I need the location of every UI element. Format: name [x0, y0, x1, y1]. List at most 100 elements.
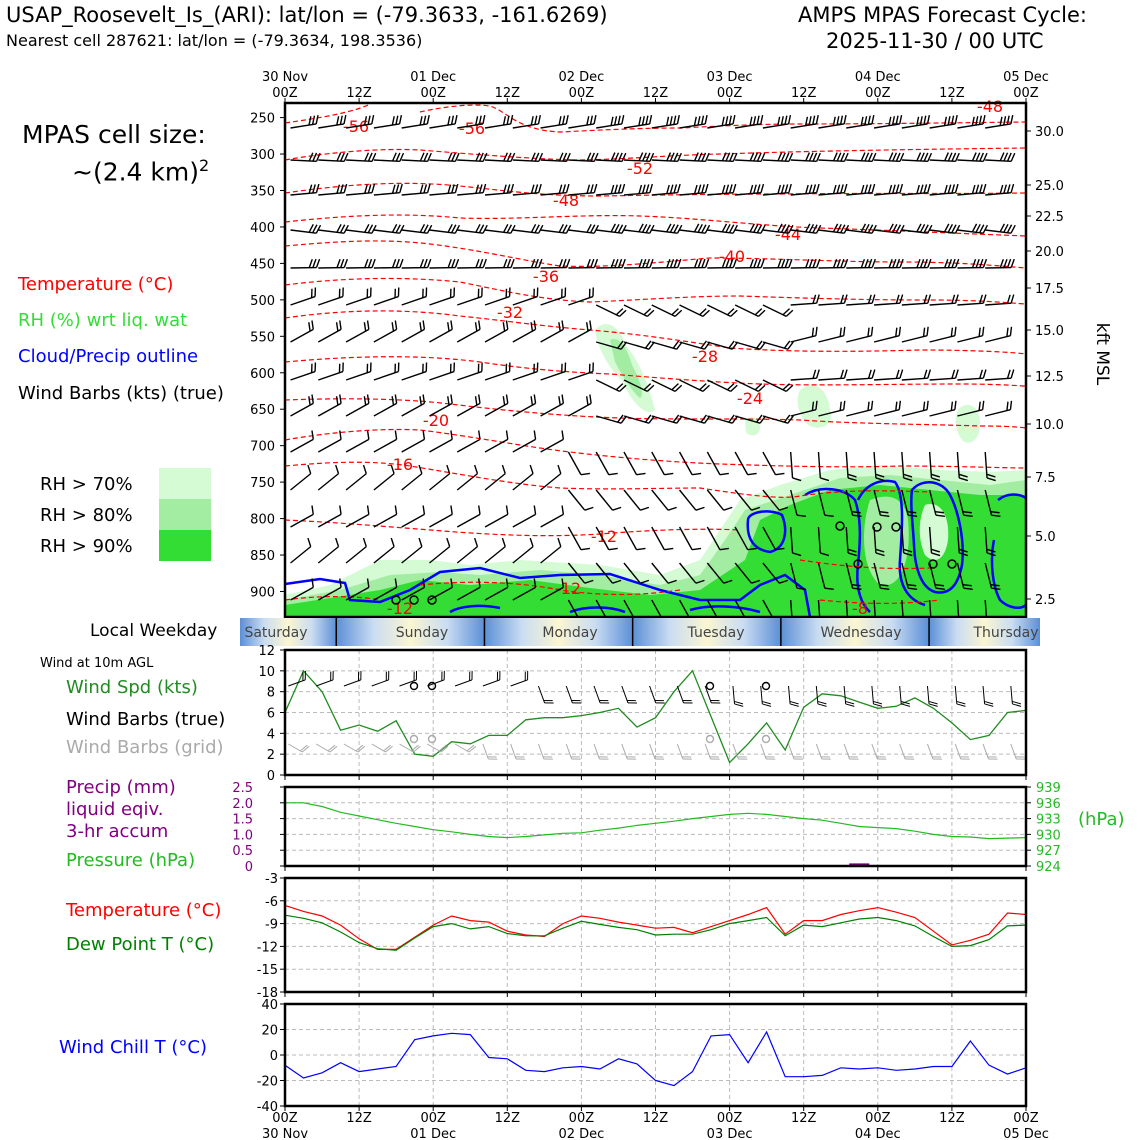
barb-flag [867, 152, 873, 162]
cloud-outline [746, 510, 787, 554]
barb-flag [898, 400, 902, 410]
barb-flag [308, 258, 313, 268]
pressure-tick-label: 900 [250, 585, 275, 600]
barb-flag [978, 224, 985, 234]
barb-staff [623, 489, 641, 511]
barb-flag [638, 259, 643, 268]
barb-flag [580, 547, 591, 551]
barb-staff [735, 192, 762, 196]
barb-staff [317, 586, 342, 601]
barb-staff [984, 451, 988, 478]
weekday-segment [336, 618, 485, 646]
barb-flag [608, 472, 618, 476]
barb-flag [640, 506, 650, 511]
wind-barb [484, 320, 509, 343]
wind-barb [540, 578, 565, 601]
wind-barb [651, 599, 662, 617]
barb-staff [540, 123, 567, 129]
wind-barb [678, 599, 690, 617]
barb-staff [290, 438, 314, 453]
barb-flag [423, 258, 428, 268]
barb-flag [366, 394, 370, 404]
barb-flag [824, 514, 834, 517]
wind-barb [540, 114, 569, 129]
wind-barb [457, 258, 487, 269]
barb-flag [693, 259, 699, 268]
barb-staff [401, 438, 425, 453]
weekday-name: Sunday [396, 625, 448, 641]
barb-flag [617, 152, 623, 162]
wind-barb [512, 223, 544, 234]
barb-flag [836, 184, 841, 194]
barb-flag [719, 472, 729, 476]
y-tick-label: -6 [265, 895, 278, 910]
barb-flag [533, 578, 537, 588]
wind-barb [401, 537, 423, 564]
barb-staff [679, 379, 704, 393]
wind-barb [568, 114, 597, 129]
barb-flag [840, 369, 845, 379]
barb-flag [533, 394, 537, 404]
barb-flag [892, 258, 897, 268]
barb-flag [780, 116, 784, 126]
date-tick-label: 04 Dec [855, 1127, 901, 1140]
barb-flag [721, 223, 728, 233]
wind-barb [623, 183, 653, 196]
barb-flag [501, 537, 506, 547]
wind-barb [984, 526, 996, 557]
barb-flag [315, 224, 322, 234]
barb-staff [818, 409, 844, 417]
barb-flag [366, 505, 370, 515]
wind-barb [512, 114, 542, 129]
wind-barb [874, 258, 904, 269]
barb-flag [701, 152, 707, 162]
barb-flag [840, 224, 846, 234]
barb-flag [971, 152, 977, 162]
barb-staff [401, 328, 425, 343]
barb-flag [923, 369, 928, 379]
barb-flag [426, 183, 431, 193]
wind-barb [568, 183, 598, 196]
barb-flag [922, 327, 926, 337]
barb-flag [482, 258, 487, 268]
barb-staff [873, 599, 876, 617]
barb-flag [805, 184, 809, 194]
wind-barb [345, 430, 370, 453]
barb-staff [343, 679, 362, 687]
barb-staff [957, 409, 983, 417]
wind-barb [901, 183, 931, 196]
barb-flag [697, 116, 701, 126]
calm-wind-layer [391, 521, 957, 605]
barb-flag [364, 223, 370, 233]
barb-flag [725, 116, 729, 126]
barb-flag [753, 258, 758, 268]
cloud-outline [910, 481, 964, 594]
barb-staff [760, 743, 767, 760]
barb-flag [999, 116, 1003, 126]
barb-staff [317, 402, 342, 417]
wind-barb [457, 152, 488, 163]
barb-flag [447, 116, 451, 126]
barb-flag [364, 152, 370, 162]
barb-flag [788, 224, 794, 234]
wind-barb [568, 320, 592, 343]
date-tick-label: 01 Dec [410, 1127, 456, 1140]
barb-flag [363, 396, 367, 406]
barb-flag [928, 703, 938, 707]
barb-flag [723, 579, 733, 584]
wind-barb [985, 223, 1016, 234]
barb-staff [957, 302, 984, 306]
barb-staff [676, 743, 684, 760]
wind-barb [345, 505, 370, 528]
barb-flag [954, 152, 960, 162]
wind-barb [290, 394, 314, 417]
barb-staff [512, 229, 539, 234]
barb-staff [651, 489, 669, 511]
wind-barb [846, 223, 877, 234]
barb-staff [343, 743, 359, 753]
isotherm-line [285, 356, 1026, 387]
barb-flag [777, 223, 783, 233]
isotherm-label: -44 [775, 225, 801, 244]
precip-tick-label: 2.5 [232, 781, 253, 796]
barb-flag [1006, 115, 1010, 125]
